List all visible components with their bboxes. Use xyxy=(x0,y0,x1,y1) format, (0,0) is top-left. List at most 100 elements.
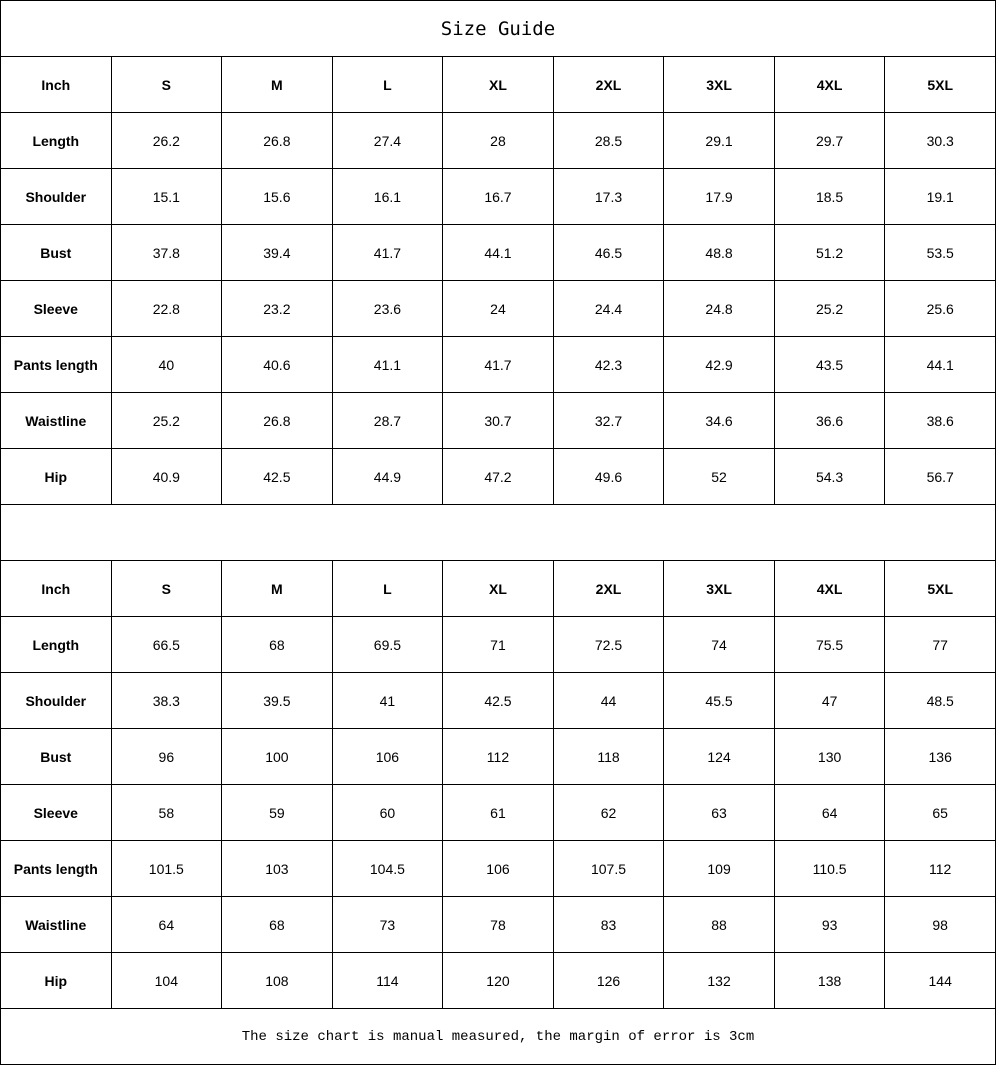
measurement-value: 18.5 xyxy=(773,168,886,225)
measurement-value: 36.6 xyxy=(773,392,886,449)
page-title: Size Guide xyxy=(0,0,996,57)
measurement-value: 100 xyxy=(221,728,333,785)
size-header: S xyxy=(110,56,223,113)
measurement-label: Bust xyxy=(0,224,112,281)
measurement-value: 39.5 xyxy=(221,672,333,729)
measurement-value: 114 xyxy=(331,952,444,1009)
measurement-value: 34.6 xyxy=(663,392,775,449)
measurement-value: 38.6 xyxy=(884,392,996,449)
measurement-value: 74 xyxy=(663,616,775,673)
measurement-label: Waistline xyxy=(0,392,112,449)
table-row: Length 66.5 68 69.5 71 72.5 74 75.5 77 xyxy=(0,616,996,673)
measurement-value: 118 xyxy=(552,728,665,785)
table-row: Shoulder 15.1 15.6 16.1 16.7 17.3 17.9 18.5 19.1 xyxy=(0,168,996,225)
measurement-value: 25.6 xyxy=(884,280,996,337)
measurement-value: 44 xyxy=(552,672,665,729)
measurement-value: 42.3 xyxy=(552,336,665,393)
measurement-value: 63 xyxy=(663,784,775,841)
measurement-value: 126 xyxy=(552,952,665,1009)
measurement-value: 71 xyxy=(442,616,554,673)
table-row: Sleeve 22.8 23.2 23.6 24 24.4 24.8 25.2 25.6 xyxy=(0,280,996,337)
measurement-value: 39.4 xyxy=(221,224,333,281)
measurement-value: 24.4 xyxy=(552,280,665,337)
table-row: Bust 96 100 106 112 118 124 130 136 xyxy=(0,728,996,785)
table-row: Bust 37.8 39.4 41.7 44.1 46.5 48.8 51.2 53.5 xyxy=(0,224,996,281)
size-header: S xyxy=(110,560,223,617)
measurement-value: 98 xyxy=(884,896,996,953)
unit-header: Inch xyxy=(0,560,112,617)
measurement-value: 132 xyxy=(663,952,775,1009)
measurement-value: 40 xyxy=(110,336,223,393)
header-row: Inch S M L XL 2XL 3XL 4XL 5XL xyxy=(0,560,996,617)
table-row: Hip 40.9 42.5 44.9 47.2 49.6 52 54.3 56.7 xyxy=(0,448,996,505)
measurement-value: 64 xyxy=(110,896,223,953)
size-header: XL xyxy=(442,560,554,617)
measurement-value: 25.2 xyxy=(110,392,223,449)
measurement-value: 26.2 xyxy=(110,112,223,169)
measurement-label: Hip xyxy=(0,952,112,1009)
measurement-value: 56.7 xyxy=(884,448,996,505)
measurement-value: 49.6 xyxy=(552,448,665,505)
measurement-value: 44.1 xyxy=(442,224,554,281)
measurement-value: 72.5 xyxy=(552,616,665,673)
size-header: 4XL xyxy=(773,560,886,617)
measurement-value: 41.7 xyxy=(331,224,444,281)
measurement-value: 88 xyxy=(663,896,775,953)
measurement-value: 45.5 xyxy=(663,672,775,729)
measurement-value: 75.5 xyxy=(773,616,886,673)
measurement-value: 44.9 xyxy=(331,448,444,505)
measurement-value: 107.5 xyxy=(552,840,665,897)
measurement-value: 44.1 xyxy=(884,336,996,393)
measurement-value: 46.5 xyxy=(552,224,665,281)
measurement-value: 16.7 xyxy=(442,168,554,225)
measurement-value: 62 xyxy=(552,784,665,841)
measurement-value: 15.6 xyxy=(221,168,333,225)
measurement-value: 41 xyxy=(331,672,444,729)
measurement-value: 19.1 xyxy=(884,168,996,225)
table-row: Hip 104 108 114 120 126 132 138 144 xyxy=(0,952,996,1009)
measurement-value: 73 xyxy=(331,896,444,953)
measurement-value: 53.5 xyxy=(884,224,996,281)
measurement-value: 25.2 xyxy=(773,280,886,337)
size-header: M xyxy=(221,560,333,617)
measurement-label: Length xyxy=(0,112,112,169)
measurement-label: Hip xyxy=(0,448,112,505)
measurement-value: 16.1 xyxy=(331,168,444,225)
measurement-value: 59 xyxy=(221,784,333,841)
measurement-value: 109 xyxy=(663,840,775,897)
measurement-value: 58 xyxy=(110,784,223,841)
size-header: 3XL xyxy=(663,56,775,113)
measurement-value: 28.5 xyxy=(552,112,665,169)
measurement-label: Sleeve xyxy=(0,280,112,337)
measurement-value: 32.7 xyxy=(552,392,665,449)
measurement-value: 27.4 xyxy=(331,112,444,169)
measurement-value: 110.5 xyxy=(773,840,886,897)
measurement-value: 138 xyxy=(773,952,886,1009)
measurement-value: 28.7 xyxy=(331,392,444,449)
measurement-value: 144 xyxy=(884,952,996,1009)
table-row: Waistline 25.2 26.8 28.7 30.7 32.7 34.6 36.6 38.… xyxy=(0,392,996,449)
header-row: Inch S M L XL 2XL 3XL 4XL 5XL xyxy=(0,56,996,113)
note-row: The size chart is manual measured, the m… xyxy=(0,1008,996,1065)
spacer-row xyxy=(0,504,996,561)
measurement-value: 30.3 xyxy=(884,112,996,169)
measurement-value: 60 xyxy=(331,784,444,841)
measurement-value: 130 xyxy=(773,728,886,785)
measurement-value: 47 xyxy=(773,672,886,729)
size-header: M xyxy=(221,56,333,113)
measurement-value: 124 xyxy=(663,728,775,785)
measurement-value: 68 xyxy=(221,616,333,673)
measurement-value: 78 xyxy=(442,896,554,953)
measurement-value: 120 xyxy=(442,952,554,1009)
measurement-value: 26.8 xyxy=(221,392,333,449)
measurement-value: 108 xyxy=(221,952,333,1009)
measurement-value: 26.8 xyxy=(221,112,333,169)
measurement-label: Length xyxy=(0,616,112,673)
measurement-value: 65 xyxy=(884,784,996,841)
title-row: Size Guide xyxy=(0,0,996,57)
measurement-label: Bust xyxy=(0,728,112,785)
measurement-value: 48.5 xyxy=(884,672,996,729)
size-header: 4XL xyxy=(773,56,886,113)
